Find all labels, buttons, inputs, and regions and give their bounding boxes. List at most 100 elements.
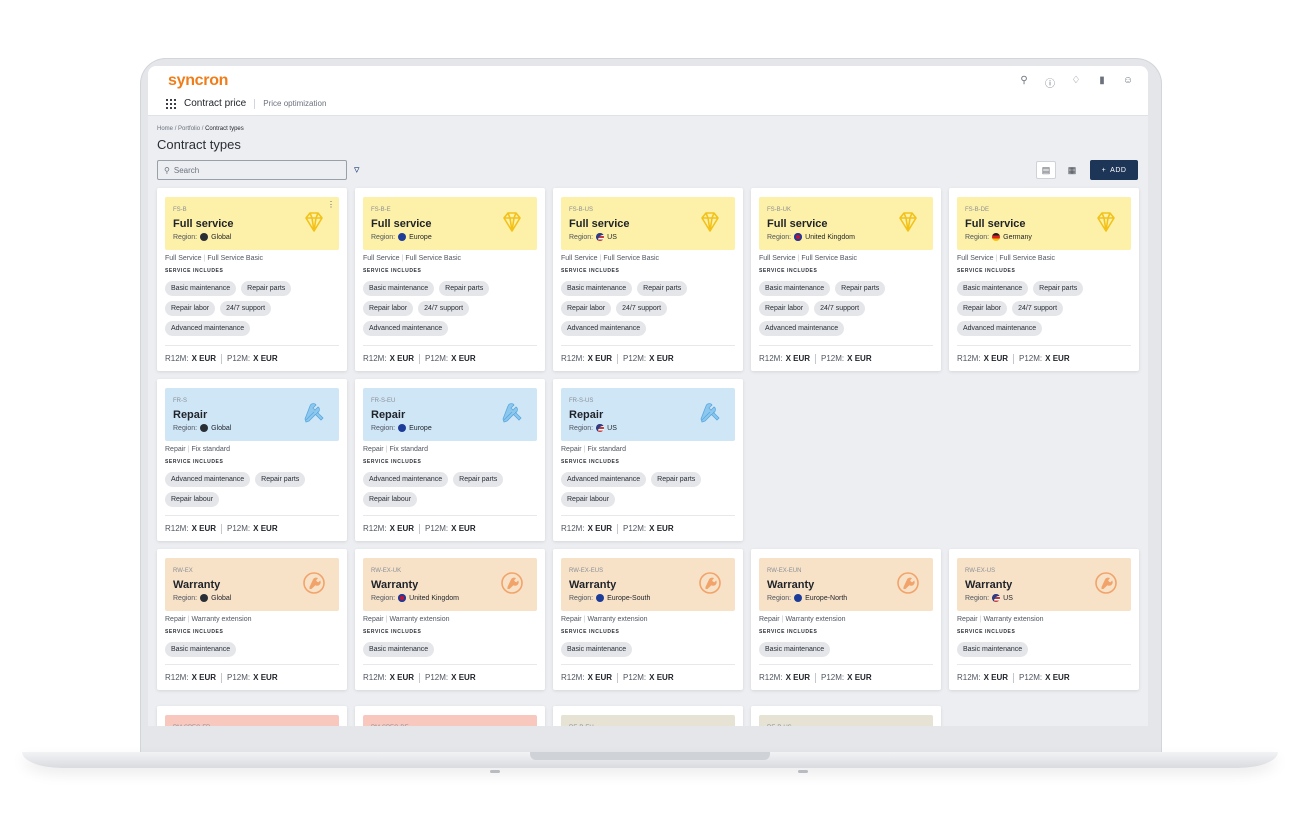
contract-card[interactable]: PM-SPEC-FR <box>157 706 347 726</box>
search-icon[interactable]: ⚲ <box>1020 75 1028 86</box>
service-includes-label: SERVICE INCLUDES <box>165 268 224 274</box>
bell-icon[interactable]: ♢ <box>1071 75 1081 86</box>
search-input[interactable]: ⚲ Search <box>157 160 347 180</box>
r12m-value: X EUR <box>587 354 613 363</box>
p12m-label: P12M: <box>425 524 449 533</box>
breadcrumb-home[interactable]: Home <box>157 126 174 132</box>
more-options-icon[interactable]: ⋮ <box>327 200 335 209</box>
region-flag-icon <box>992 233 1001 241</box>
analytics-icon[interactable]: ▮ <box>1099 75 1105 86</box>
card-header: FS-B-DE Full service Region: Germany <box>957 197 1131 250</box>
contract-card[interactable]: FS-B-E Full service Region: Europe Full Serv… <box>355 188 545 371</box>
card-header: RW-EX-UK Warranty Region: United Kingdom <box>363 558 537 611</box>
region-label: Region: <box>569 594 594 602</box>
p12m-label: P12M: <box>1019 673 1043 682</box>
tools-icon <box>499 400 525 426</box>
tag-divider: | <box>187 616 190 623</box>
contract-tags: Repair | Warranty extension <box>759 616 846 623</box>
service-includes-label: SERVICE INCLUDES <box>957 629 1016 635</box>
tag: Repair <box>759 616 780 623</box>
service-includes-label: SERVICE INCLUDES <box>561 268 620 274</box>
list-view-button[interactable]: ▤ <box>1036 161 1056 179</box>
service-chip: Repair parts <box>453 472 504 487</box>
contract-card[interactable]: RW-EX-EUS Warranty Region: Europe-South Repa… <box>553 549 743 690</box>
add-label: ADD <box>1110 166 1127 174</box>
r12m-value: X EUR <box>191 524 217 533</box>
tag: Repair <box>165 616 186 623</box>
filter-icon[interactable]: ▿ <box>354 164 360 176</box>
contract-card[interactable]: RW-EX Warranty Region: Global Repair | Warrant… <box>157 549 347 690</box>
service-chip: Basic maintenance <box>363 281 435 296</box>
service-chip: 24/7 support <box>1012 301 1064 316</box>
price-divider <box>617 672 619 683</box>
p12m-label: P12M: <box>425 354 449 363</box>
tag-divider: | <box>583 446 586 453</box>
service-chip: Advanced maintenance <box>165 472 251 487</box>
contract-card[interactable]: FS-B-US Full service Region: US Full Service… <box>553 188 743 371</box>
diamond-icon <box>697 209 723 235</box>
contract-card[interactable]: FR-S-EU Repair Region: Europe Repair | Fix sta… <box>355 379 545 541</box>
syncron-logo[interactable]: syncron <box>168 72 229 89</box>
card-header: FS-B Full service Region: Global ⋮ <box>165 197 339 250</box>
grid-view-button[interactable]: ▦ <box>1062 161 1082 179</box>
contract-card[interactable]: RE-P-EU <box>553 706 743 726</box>
help-icon[interactable]: ⓘ <box>1045 79 1055 90</box>
breadcrumb-portfolio[interactable]: Portfolio <box>178 126 201 132</box>
card-prices: R12M: X EUR P12M: X EUR <box>363 664 537 690</box>
price-divider <box>221 353 223 364</box>
service-chips: Basic maintenance Repair parts Repair labo… <box>759 281 935 336</box>
p12m-value: X EUR <box>253 354 278 363</box>
nav-contract-price[interactable]: Contract price <box>184 98 247 109</box>
wrench-icon <box>301 570 327 596</box>
contract-card[interactable]: FS-B Full service Region: Global ⋮ Full Servi… <box>157 188 347 371</box>
contract-code: RW-EX-US <box>965 568 996 574</box>
service-chip: Basic maintenance <box>165 642 237 657</box>
contract-code: FS-B-E <box>371 207 391 213</box>
r12m-label: R12M: <box>363 524 387 533</box>
app-grid-icon[interactable] <box>166 98 176 109</box>
tag-divider: | <box>385 616 388 623</box>
p12m-label: P12M: <box>425 673 449 682</box>
tag: Full Service Basic <box>999 255 1056 262</box>
contract-card[interactable]: PM-SPEC-DE <box>355 706 545 726</box>
region-label: Region: <box>371 424 396 432</box>
service-chip: Repair labour <box>363 492 418 507</box>
r12m-value: X EUR <box>389 354 415 363</box>
region-flag-icon <box>992 594 1001 602</box>
contract-card[interactable]: FS-B-UK Full service Region: United Kingdom… <box>751 188 941 371</box>
p12m-label: P12M: <box>623 524 647 533</box>
contract-card[interactable]: FS-B-DE Full service Region: Germany Full Se… <box>949 188 1139 371</box>
card-header: FR-S-EU Repair Region: Europe <box>363 388 537 441</box>
tag: Warranty extension <box>983 616 1044 623</box>
service-includes-label: SERVICE INCLUDES <box>363 268 422 274</box>
contract-tags: Full Service | Full Service Basic <box>957 255 1055 262</box>
contract-code: RW-EX-UK <box>371 568 402 574</box>
contract-tags: Repair | Warranty extension <box>165 616 252 623</box>
service-includes-label: SERVICE INCLUDES <box>759 268 818 274</box>
contract-card[interactable]: RW-EX-EUN Warranty Region: Europe-North Repa… <box>751 549 941 690</box>
tools-icon <box>697 400 723 426</box>
service-includes-label: SERVICE INCLUDES <box>363 459 422 465</box>
contract-card[interactable]: RE-P-US <box>751 706 941 726</box>
laptop-foot <box>490 770 500 773</box>
p12m-value: X EUR <box>1045 673 1070 682</box>
contract-code: FS-B-UK <box>767 207 791 213</box>
search-placeholder: Search <box>173 165 200 175</box>
contract-card[interactable]: FR-S-US Repair Region: US Repair | Fix standar… <box>553 379 743 541</box>
service-chip: Basic maintenance <box>759 642 831 657</box>
service-chip: Basic maintenance <box>561 642 633 657</box>
service-chip: 24/7 support <box>418 301 470 316</box>
nav-price-optimization[interactable]: Price optimization <box>263 99 327 108</box>
card-prices: R12M: X EUR P12M: X EUR <box>957 664 1131 690</box>
add-button[interactable]: + ADD <box>1090 160 1138 180</box>
contract-code: FR-S-EU <box>371 398 396 404</box>
r12m-value: X EUR <box>389 524 415 533</box>
card-header: FR-S Repair Region: Global <box>165 388 339 441</box>
contract-card[interactable]: FR-S Repair Region: Global Repair | Fix standa… <box>157 379 347 541</box>
contract-card[interactable]: RW-EX-UK Warranty Region: United Kingdom Rep… <box>355 549 545 690</box>
user-icon[interactable]: ☺ <box>1122 75 1134 86</box>
contract-card[interactable]: RW-EX-US Warranty Region: US Repair | Warranty… <box>949 549 1139 690</box>
service-chips: Basic maintenance Repair parts Repair labo… <box>165 281 341 336</box>
r12m-value: X EUR <box>191 673 217 682</box>
tag-divider: | <box>781 616 784 623</box>
